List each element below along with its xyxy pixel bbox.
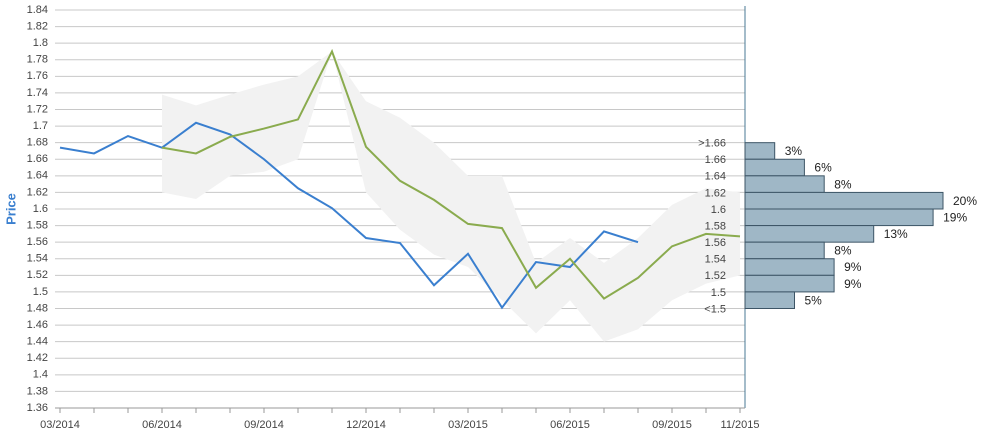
x-tick-label: 03/2014 xyxy=(40,419,80,431)
bin-label: >1.66 xyxy=(698,138,726,150)
bin-label: 1.54 xyxy=(705,254,726,266)
histogram-bar xyxy=(744,142,776,160)
bin-label: 1.62 xyxy=(705,187,726,199)
y-tick-label: 1.4 xyxy=(33,369,48,381)
x-tick-label: 03/2015 xyxy=(448,419,488,431)
x-tick-label: 06/2014 xyxy=(142,419,182,431)
y-tick-label: 1.66 xyxy=(27,153,48,165)
y-tick-label: 1.42 xyxy=(27,352,48,364)
histogram-bar xyxy=(744,258,835,276)
histogram-bar xyxy=(744,291,795,309)
bin-label: 1.56 xyxy=(705,237,726,249)
bin-label: 1.6 xyxy=(711,204,726,216)
y-tick-label: 1.36 xyxy=(27,402,48,414)
y-tick-label: 1.52 xyxy=(27,269,48,281)
y-tick-label: 1.6 xyxy=(33,203,48,215)
bin-label: 1.64 xyxy=(705,171,726,183)
y-tick-label: 1.7 xyxy=(33,120,48,132)
value-label: 5% xyxy=(805,293,823,307)
y-tick-label: 1.82 xyxy=(27,20,48,32)
series-line xyxy=(59,121,639,310)
y-tick-label: 1.48 xyxy=(27,302,48,314)
value-label: 8% xyxy=(834,244,852,258)
bin-label: <1.5 xyxy=(704,303,726,315)
x-tick-label: 09/2014 xyxy=(244,419,284,431)
y-tick-label: 1.8 xyxy=(33,37,48,49)
bin-label: 1.5 xyxy=(711,287,726,299)
y-tick-label: 1.44 xyxy=(27,336,48,348)
value-label: 6% xyxy=(814,161,832,175)
y-tick-label: 1.68 xyxy=(27,137,48,149)
y-axis-label: Price xyxy=(3,193,18,225)
y-tick-label: 1.5 xyxy=(33,286,48,298)
value-label: 20% xyxy=(953,194,977,208)
bin-label: 1.52 xyxy=(705,270,726,282)
x-tick-label: 06/2015 xyxy=(550,419,590,431)
y-tick-label: 1.58 xyxy=(27,219,48,231)
value-label: 13% xyxy=(884,227,908,241)
bin-label: 1.66 xyxy=(705,154,726,166)
y-tick-label: 1.84 xyxy=(27,4,48,16)
value-label: 8% xyxy=(834,177,852,191)
histogram-bar xyxy=(744,158,805,177)
histogram-bar xyxy=(744,191,944,210)
y-tick-label: 1.46 xyxy=(27,319,48,331)
bin-label: 1.58 xyxy=(705,220,726,232)
series-line xyxy=(161,48,741,300)
y-tick-label: 1.72 xyxy=(27,103,48,115)
y-tick-label: 1.38 xyxy=(27,385,48,397)
histogram-bar xyxy=(744,175,825,193)
y-tick-label: 1.54 xyxy=(27,253,48,265)
y-tick-label: 1.78 xyxy=(27,54,48,66)
y-tick-label: 1.74 xyxy=(27,87,48,99)
y-tick-label: 1.64 xyxy=(27,170,48,182)
value-label: 9% xyxy=(844,277,862,291)
range-band xyxy=(162,51,740,342)
value-label: 19% xyxy=(943,210,967,224)
histogram-bar xyxy=(744,274,835,293)
value-label: 9% xyxy=(844,260,862,274)
value-label: 3% xyxy=(785,144,803,158)
y-tick-label: 1.62 xyxy=(27,186,48,198)
histogram-bar xyxy=(744,208,934,227)
y-tick-label: 1.56 xyxy=(27,236,48,248)
x-tick-label: 11/2015 xyxy=(721,419,760,431)
histogram-bar xyxy=(744,225,875,243)
y-tick-label: 1.76 xyxy=(27,70,48,82)
x-tick-label: 09/2015 xyxy=(652,419,692,431)
x-tick-label: 12/2014 xyxy=(346,419,386,431)
histogram-bar xyxy=(744,241,825,260)
